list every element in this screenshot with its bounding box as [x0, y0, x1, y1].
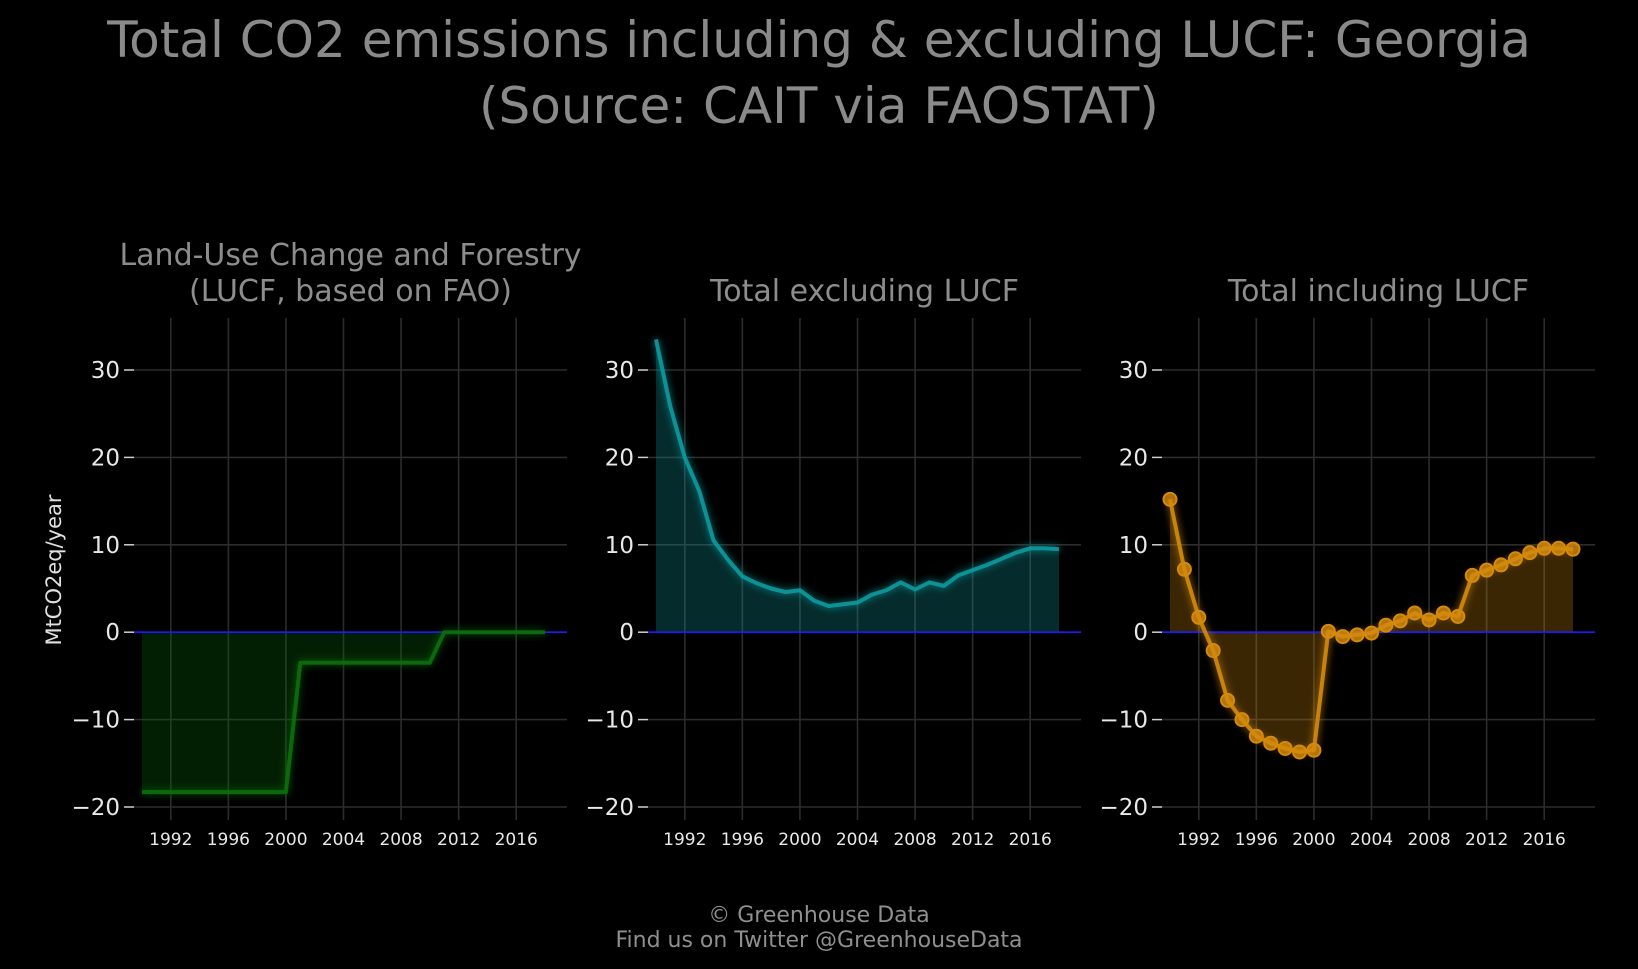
data-point: [1407, 605, 1423, 621]
panel-title-line1: Land-Use Change and Forestry: [119, 238, 581, 273]
series-area: [142, 632, 545, 793]
series-line: [142, 630, 545, 795]
x-tick-label: 2012: [437, 830, 480, 850]
data-point: [1277, 740, 1293, 756]
y-tick-label: 10: [605, 533, 634, 559]
series-area: [656, 339, 1059, 633]
y-tick-label: 0: [1133, 620, 1148, 646]
data-point: [1263, 735, 1279, 751]
x-tick-label: 2016: [1009, 830, 1052, 850]
y-axis-label: MtCO2eq/year: [42, 494, 66, 645]
y-tick-label: −20: [71, 795, 120, 821]
data-point: [1450, 608, 1466, 624]
x-tick-label: 2012: [1465, 830, 1508, 850]
data-point: [1464, 567, 1480, 583]
x-tick-label: 1992: [663, 830, 706, 850]
data-point: [1551, 540, 1567, 556]
data-point: [1349, 627, 1365, 643]
x-tick-label: 2000: [264, 830, 307, 850]
data-point: [1176, 561, 1192, 577]
panel-2: Total excluding LUCF 1992 1996 2000 2004 2008…: [585, 274, 1081, 850]
x-tick-label: 2004: [322, 830, 365, 850]
y-tick-label: 10: [91, 533, 120, 559]
data-point: [1320, 623, 1336, 639]
x-tick-label: 1996: [721, 830, 764, 850]
y-tick-label: −20: [1099, 795, 1148, 821]
x-tick-label: 2012: [951, 830, 994, 850]
data-point: [1479, 562, 1495, 578]
x-tick-label: 2008: [1407, 830, 1450, 850]
data-point: [1378, 617, 1394, 633]
data-point: [1392, 613, 1408, 629]
data-point: [1364, 625, 1379, 641]
series-area: [1170, 499, 1573, 752]
chart-title: Total CO2 emissions including & excludin…: [106, 11, 1531, 69]
y-tick-label: 20: [1119, 445, 1148, 471]
data-point: [1536, 540, 1552, 556]
panel-1: Land-Use Change and Forestry(LUCF, based…: [71, 238, 581, 850]
y-tick-label: 0: [105, 620, 120, 646]
x-tick-label: 1996: [1235, 830, 1278, 850]
caption-copyright: © Greenhouse Data: [708, 903, 929, 928]
caption-twitter: Find us on Twitter @GreenhouseData: [615, 928, 1022, 953]
x-tick-label: 2000: [1292, 830, 1335, 850]
x-tick-label: 1996: [207, 830, 250, 850]
y-tick-label: −10: [71, 708, 120, 734]
x-tick-label: 1992: [149, 830, 192, 850]
data-point: [1335, 629, 1351, 645]
y-tick-label: −10: [1099, 708, 1148, 734]
data-point: [1421, 612, 1437, 628]
data-point: [1205, 643, 1221, 659]
x-tick-label: 2008: [379, 830, 422, 850]
x-tick-label: 2004: [836, 830, 879, 850]
x-tick-label: 2000: [778, 830, 821, 850]
y-tick-label: −20: [585, 795, 634, 821]
data-point: [1306, 742, 1322, 758]
data-point: [1522, 545, 1538, 561]
x-tick-label: 1992: [1177, 830, 1220, 850]
y-tick-label: 0: [619, 620, 634, 646]
x-tick-label: 2016: [495, 830, 538, 850]
y-tick-label: −10: [585, 708, 634, 734]
data-point: [1493, 557, 1509, 573]
panel-title-line2: Total including LUCF: [1227, 274, 1529, 309]
y-tick-label: 20: [91, 445, 120, 471]
x-tick-label: 2008: [893, 830, 936, 850]
x-tick-label: 2016: [1523, 830, 1566, 850]
panel-title-line2: (LUCF, based on FAO): [189, 274, 512, 309]
data-point: [1191, 609, 1207, 625]
x-tick-label: 2004: [1350, 830, 1393, 850]
data-point: [1435, 605, 1451, 621]
data-point: [1565, 541, 1581, 557]
y-tick-label: 20: [605, 445, 634, 471]
data-point: [1220, 692, 1236, 708]
data-point: [1507, 551, 1523, 567]
data-point: [1162, 491, 1178, 507]
chart-subtitle: (Source: CAIT via FAOSTAT): [479, 77, 1159, 135]
y-tick-label: 30: [1119, 358, 1148, 384]
data-point: [1234, 712, 1250, 728]
panel-title-line2: Total excluding LUCF: [709, 274, 1019, 309]
y-tick-label: 30: [605, 358, 634, 384]
chart-panels: Land-Use Change and Forestry(LUCF, based…: [71, 238, 1595, 850]
data-point: [1292, 744, 1308, 760]
y-tick-label: 30: [91, 358, 120, 384]
series-line: [654, 338, 1060, 608]
data-point: [1248, 728, 1264, 744]
y-tick-label: 10: [1119, 533, 1148, 559]
panel-3: Total including LUCF 1992 1996 2000 2004 2008…: [1099, 274, 1595, 850]
